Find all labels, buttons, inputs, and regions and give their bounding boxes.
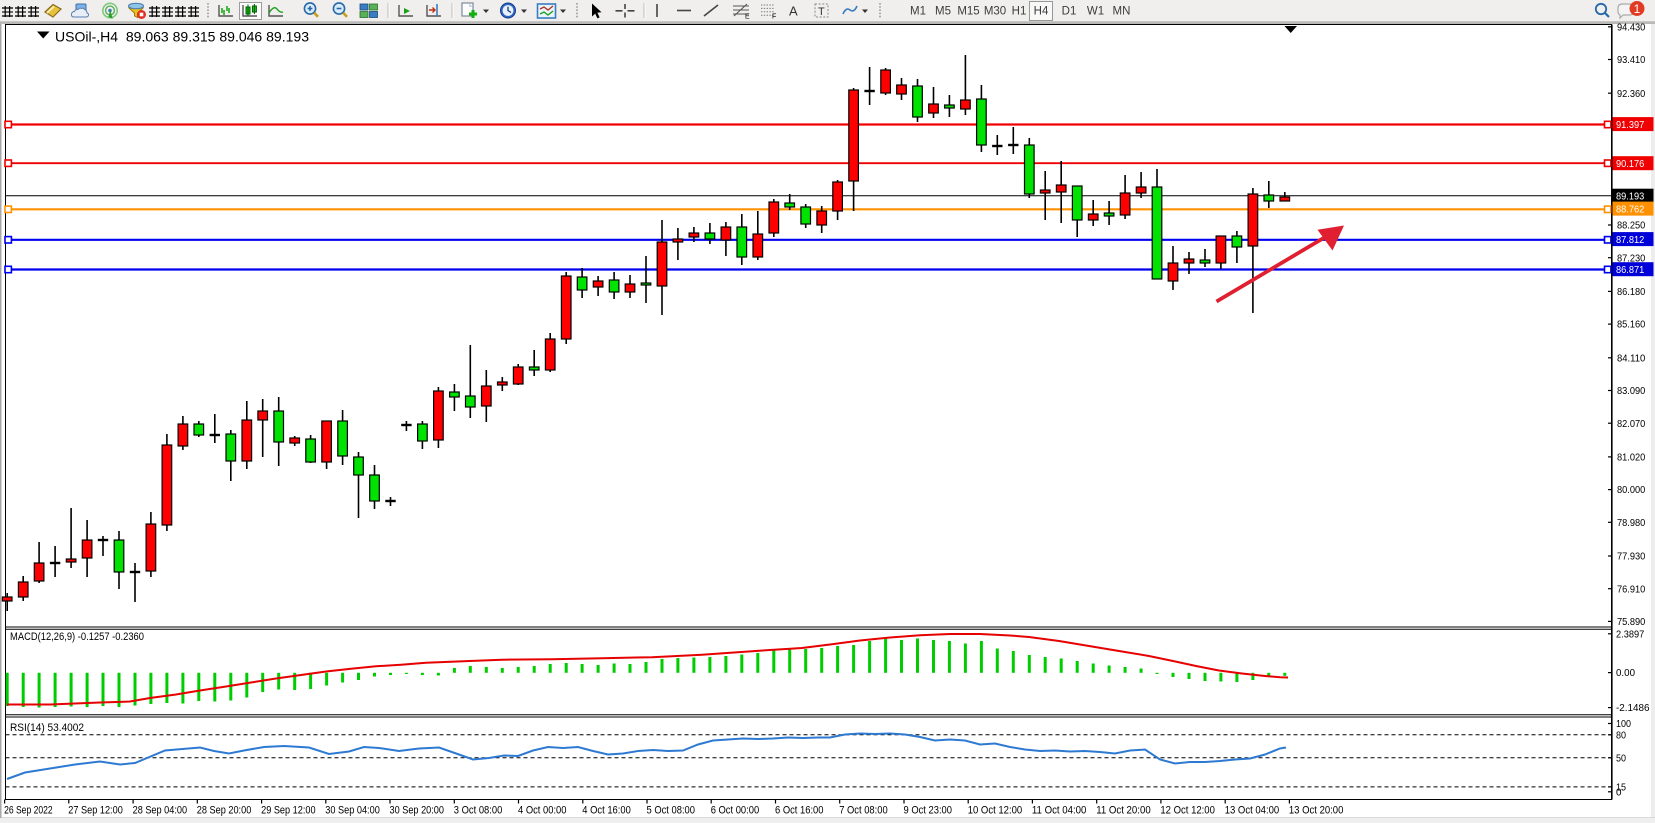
svg-text:80.000: 80.000 [1617, 484, 1645, 496]
svg-text:92.360: 92.360 [1617, 88, 1645, 100]
svg-text:15: 15 [1616, 782, 1626, 794]
svg-text:RSI(14) 53.4002: RSI(14) 53.4002 [10, 722, 84, 734]
svg-text:T: T [818, 6, 825, 18]
svg-text:M30: M30 [984, 6, 1006, 18]
svg-text:28 Sep 20:00: 28 Sep 20:00 [197, 805, 252, 817]
svg-text:78.980: 78.980 [1617, 517, 1645, 529]
svg-text:13 Oct 20:00: 13 Oct 20:00 [1289, 805, 1344, 817]
svg-text:28 Sep 04:00: 28 Sep 04:00 [133, 805, 188, 817]
svg-text:89.193: 89.193 [1616, 191, 1644, 203]
svg-text:5 Oct 08:00: 5 Oct 08:00 [647, 805, 696, 817]
svg-text:7 Oct 08:00: 7 Oct 08:00 [839, 805, 888, 817]
svg-text:H1: H1 [1012, 6, 1027, 18]
svg-text:USOil-,H4 89.063 89.315 89.04: USOil-,H4 89.063 89.315 89.046 89.193 [55, 29, 309, 45]
svg-text:W1: W1 [1087, 6, 1104, 18]
svg-text:88.250: 88.250 [1617, 220, 1645, 232]
svg-text:10 Oct 12:00: 10 Oct 12:00 [968, 805, 1023, 817]
svg-text:50: 50 [1616, 752, 1626, 764]
svg-text:M1: M1 [910, 6, 926, 18]
svg-text:76.910: 76.910 [1617, 583, 1645, 595]
svg-text:27 Sep 12:00: 27 Sep 12:00 [68, 805, 123, 817]
svg-text:0.00: 0.00 [1616, 667, 1635, 679]
svg-text:9 Oct 23:00: 9 Oct 23:00 [904, 805, 953, 817]
svg-text:77.930: 77.930 [1617, 551, 1645, 563]
svg-text:83.090: 83.090 [1617, 385, 1645, 397]
svg-text:100: 100 [1616, 718, 1631, 730]
svg-text:30 Sep 04:00: 30 Sep 04:00 [325, 805, 380, 817]
svg-text:M5: M5 [935, 6, 951, 18]
svg-text:80: 80 [1616, 729, 1626, 741]
svg-text:H4: H4 [1034, 6, 1049, 18]
svg-text:86.180: 86.180 [1617, 286, 1645, 298]
svg-text:6 Oct 00:00: 6 Oct 00:00 [711, 805, 760, 817]
svg-text:4 Oct 00:00: 4 Oct 00:00 [518, 805, 567, 817]
svg-text:93.410: 93.410 [1617, 54, 1645, 66]
svg-text:4 Oct 16:00: 4 Oct 16:00 [582, 805, 631, 817]
svg-text:12 Oct 12:00: 12 Oct 12:00 [1160, 805, 1215, 817]
svg-text:86.871: 86.871 [1616, 264, 1644, 276]
svg-text:87.812: 87.812 [1616, 234, 1644, 246]
svg-text:1: 1 [1634, 2, 1641, 16]
svg-text:11 Oct 04:00: 11 Oct 04:00 [1032, 805, 1087, 817]
svg-text:13 Oct 04:00: 13 Oct 04:00 [1225, 805, 1280, 817]
svg-text:90.176: 90.176 [1616, 158, 1644, 170]
svg-text:3 Oct 08:00: 3 Oct 08:00 [454, 805, 503, 817]
svg-text:M15: M15 [957, 6, 979, 18]
svg-text:84.110: 84.110 [1617, 352, 1645, 364]
svg-text:29 Sep 12:00: 29 Sep 12:00 [261, 805, 316, 817]
svg-text:6 Oct 16:00: 6 Oct 16:00 [775, 805, 824, 817]
svg-text:87.230: 87.230 [1617, 252, 1645, 264]
svg-text:D1: D1 [1062, 6, 1077, 18]
svg-text:88.762: 88.762 [1616, 203, 1644, 215]
svg-text:E: E [745, 14, 750, 21]
svg-text:2.3897: 2.3897 [1616, 628, 1644, 640]
svg-text:30 Sep 20:00: 30 Sep 20:00 [390, 805, 445, 817]
svg-text:94.430: 94.430 [1617, 21, 1645, 33]
svg-text:MN: MN [1113, 6, 1131, 18]
svg-text:A: A [789, 4, 798, 19]
svg-text:81.020: 81.020 [1617, 452, 1645, 464]
svg-text:0: 0 [1616, 786, 1622, 798]
svg-text:-2.1486: -2.1486 [1616, 702, 1650, 714]
svg-text:MACD(12,26,9) -0.1257 -0.2360: MACD(12,26,9) -0.1257 -0.2360 [10, 631, 144, 643]
svg-text:F: F [772, 14, 776, 21]
svg-text:82.070: 82.070 [1617, 418, 1645, 430]
svg-text:26 Sep 2022: 26 Sep 2022 [4, 805, 53, 817]
svg-text:85.160: 85.160 [1617, 319, 1645, 331]
svg-text:75.890: 75.890 [1617, 616, 1645, 628]
svg-text:11 Oct 20:00: 11 Oct 20:00 [1096, 805, 1151, 817]
svg-text:91.397: 91.397 [1616, 119, 1644, 131]
